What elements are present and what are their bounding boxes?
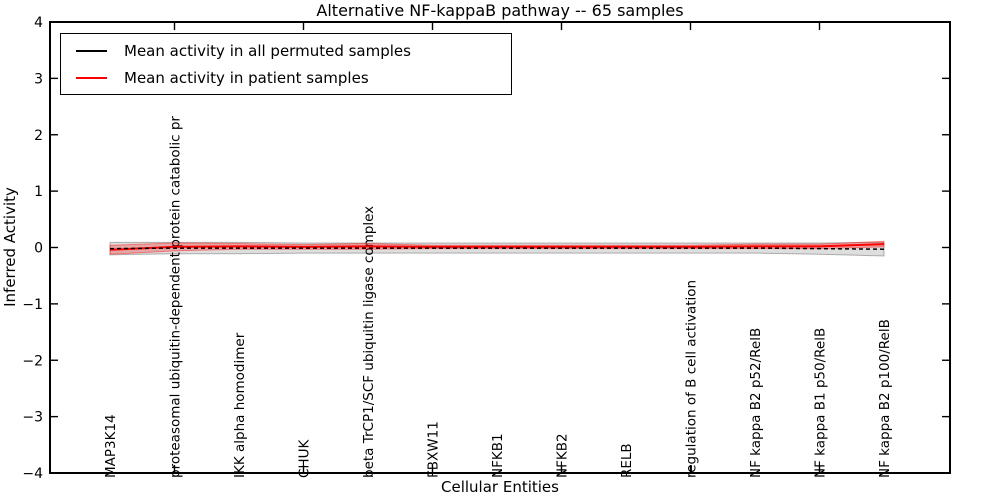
y-tick-label: 1 bbox=[34, 184, 43, 200]
legend: Mean activity in all permuted samples Me… bbox=[60, 33, 512, 95]
entity-label: IKK alpha homodimer bbox=[232, 332, 248, 478]
legend-item-label: Mean activity in all permuted samples bbox=[124, 41, 411, 60]
y-tick-label: −3 bbox=[22, 410, 43, 426]
entity-label: NFKB2 bbox=[555, 433, 571, 478]
legend-item-permuted: Mean activity in all permuted samples bbox=[61, 42, 511, 60]
y-tick-label: 2 bbox=[34, 128, 43, 144]
entity-label: MAP3K14 bbox=[103, 414, 119, 478]
plot-frame bbox=[49, 21, 951, 474]
y-tick-label: −4 bbox=[22, 466, 43, 482]
y-tick-label: 0 bbox=[34, 241, 43, 257]
entity-label: NF kappa B2 p100/RelB bbox=[877, 319, 893, 478]
entity-label: beta TrCP1/SCF ubiquitin ligase complex bbox=[361, 206, 377, 478]
y-tick-label: 4 bbox=[34, 15, 43, 31]
entity-label: NF kappa B1 p50/RelB bbox=[813, 328, 829, 478]
entity-label: NFKB1 bbox=[490, 433, 506, 478]
y-tick-label: −2 bbox=[22, 353, 43, 369]
permuted-std-band bbox=[109, 241, 885, 257]
entity-label: proteasomal ubiquitin-dependent protein … bbox=[168, 116, 184, 478]
entity-label: CHUK bbox=[297, 439, 313, 478]
permuted-mean-line bbox=[109, 247, 885, 250]
y-axis-label: Inferred Activity bbox=[1, 187, 19, 307]
y-tick-label: −1 bbox=[22, 297, 43, 313]
legend-line-sample-red bbox=[76, 76, 107, 79]
entity-label: RELB bbox=[619, 443, 635, 478]
entity-label: NF kappa B2 p52/RelB bbox=[748, 328, 764, 478]
legend-line-sample-black bbox=[76, 49, 107, 52]
x-axis-label: Cellular Entities bbox=[441, 478, 559, 496]
y-tick-label: 3 bbox=[34, 71, 43, 87]
legend-item-patient: Mean activity in patient samples bbox=[61, 69, 511, 87]
legend-item-label: Mean activity in patient samples bbox=[124, 68, 369, 87]
chart-title: Alternative NF-kappaB pathway -- 65 samp… bbox=[316, 1, 684, 20]
entity-label: FBXW11 bbox=[426, 421, 442, 478]
patient-mean-line bbox=[109, 243, 885, 251]
entity-label: regulation of B cell activation bbox=[684, 280, 700, 478]
